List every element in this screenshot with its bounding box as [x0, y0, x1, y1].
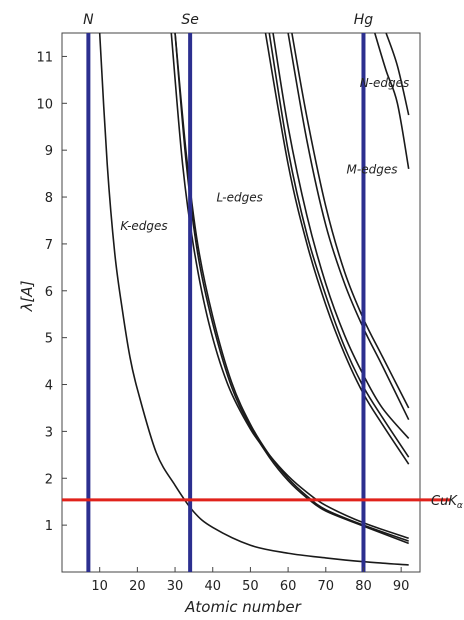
edge-curve-k-0 [98, 32, 409, 566]
edge-curve-m-5 [268, 32, 410, 458]
element-lines: N Se Hg [83, 12, 373, 572]
x-tick-label-80: 80 [355, 579, 372, 594]
y-tick-label-11: 11 [36, 50, 53, 65]
edge-curve-m-8 [291, 32, 410, 409]
x-tick-label-10: 10 [91, 579, 108, 594]
x-tick-label-60: 60 [280, 579, 297, 594]
y-tick-label-9: 9 [45, 144, 53, 159]
edge-labels: K-edges L-edges M-edges N-edges [120, 76, 409, 233]
y-tick-label-5: 5 [45, 332, 53, 347]
x-tick-label-30: 30 [167, 579, 184, 594]
edge-curve-n-10 [385, 32, 410, 116]
y-tick-label-8: 8 [45, 191, 53, 206]
cu-k-alpha-label: CuKα [431, 494, 463, 511]
y-tick-label-2: 2 [45, 472, 53, 487]
edge-curve-l-2 [174, 32, 409, 542]
x-tick-label-90: 90 [393, 579, 410, 594]
plot-area-border [61, 32, 421, 573]
y-tick-label-3: 3 [45, 425, 53, 440]
y-ticks: 1 2 3 4 5 6 7 8 9 10 11 [36, 50, 67, 534]
element-label-hg: Hg [354, 12, 374, 28]
edge-label-l-edges: L-edges [217, 191, 263, 205]
cu-k-alpha-line: CuKα [62, 494, 463, 511]
edge-curve-l-3 [170, 32, 409, 540]
edge-label-n-edges: N-edges [360, 76, 410, 90]
y-axis-label: λ[A] [18, 280, 36, 312]
edge-label-m-edges: M-edges [347, 163, 398, 177]
x-tick-label-70: 70 [318, 579, 335, 594]
edge-curve-m-4 [264, 32, 410, 465]
y-tick-label-1: 1 [45, 519, 53, 534]
edge-curve-m-7 [287, 32, 410, 421]
x-ticks: 10 20 30 40 50 60 70 80 90 [91, 567, 409, 594]
y-tick-label-6: 6 [45, 285, 53, 300]
x-tick-label-50: 50 [242, 579, 259, 594]
element-label-se: Se [181, 12, 199, 28]
edge-curve-m-6 [272, 32, 410, 439]
x-tick-label-20: 20 [129, 579, 146, 594]
element-label-n: N [83, 12, 94, 28]
edge-curve-n-9 [374, 32, 410, 170]
y-tick-label-4: 4 [45, 379, 53, 394]
x-axis-label: Atomic number [184, 598, 301, 616]
plot-frame [61, 32, 421, 573]
y-tick-label-10: 10 [36, 97, 53, 112]
x-tick-label-40: 40 [204, 579, 221, 594]
edge-curve-l-1 [174, 32, 409, 545]
y-tick-label-7: 7 [45, 238, 53, 253]
edge-label-k-edges: K-edges [120, 219, 167, 233]
